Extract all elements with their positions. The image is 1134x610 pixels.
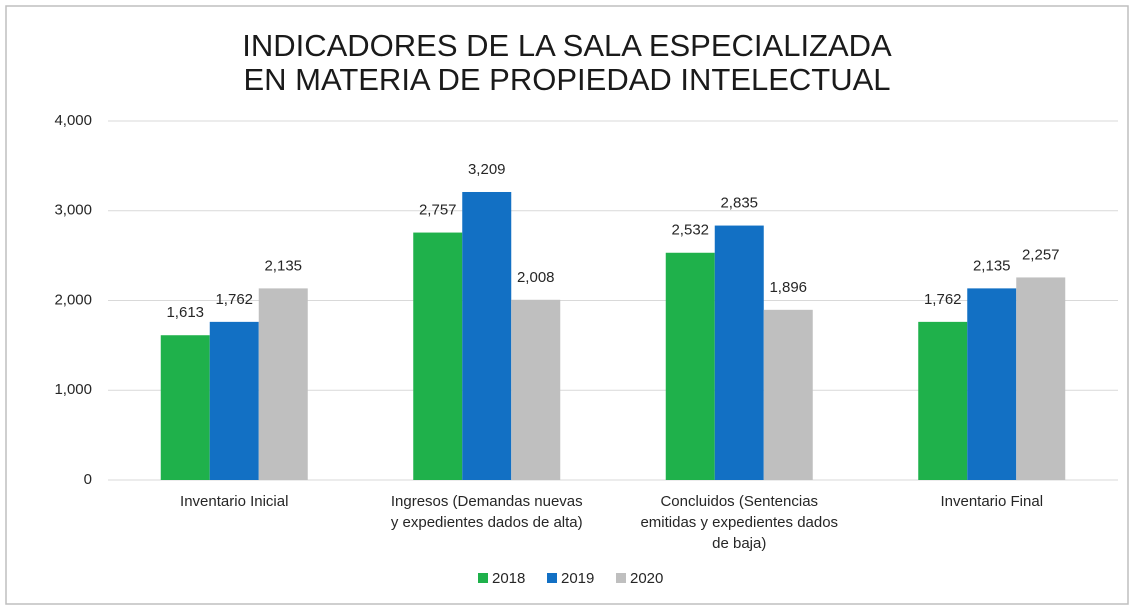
data-label: 1,762 — [924, 291, 962, 308]
y-tick-label: 0 — [84, 471, 92, 488]
x-tick-label: emitidas y expedientes dados — [640, 514, 838, 531]
bar — [918, 321, 968, 480]
bar — [258, 288, 308, 480]
data-label: 1,896 — [769, 279, 807, 296]
bar — [665, 252, 715, 480]
legend-label: 2018 — [492, 570, 525, 587]
data-label: 2,757 — [419, 202, 457, 219]
chart-title: INDICADORES DE LA SALA ESPECIALIZADA — [242, 28, 892, 63]
data-label: 1,613 — [166, 304, 204, 321]
bar — [714, 225, 764, 480]
bar — [462, 191, 512, 480]
data-label: 2,257 — [1022, 246, 1060, 263]
data-label: 2,835 — [720, 195, 758, 212]
x-tick-label: y expedientes dados de alta) — [391, 514, 583, 531]
bar — [763, 309, 813, 480]
x-tick-label: Ingresos (Demandas nuevas — [391, 493, 583, 510]
legend-swatch — [616, 573, 626, 583]
legend-label: 2019 — [561, 570, 594, 587]
bar — [1016, 277, 1066, 480]
legend-swatch — [547, 573, 557, 583]
bar — [160, 335, 210, 480]
data-label: 2,008 — [517, 269, 555, 286]
y-tick-label: 2,000 — [54, 291, 92, 308]
data-label: 3,209 — [468, 161, 506, 178]
bar — [967, 288, 1017, 480]
y-tick-label: 4,000 — [54, 112, 92, 129]
x-tick-label: Concluidos (Sentencias — [660, 493, 818, 510]
x-tick-label: de baja) — [712, 535, 766, 552]
data-label: 2,135 — [973, 257, 1011, 274]
data-label: 2,532 — [671, 222, 709, 239]
legend-swatch — [478, 573, 488, 583]
x-tick-label: Inventario Final — [940, 493, 1043, 510]
chart-frame — [5, 5, 1129, 605]
bar — [413, 232, 463, 480]
data-label: 1,762 — [215, 291, 253, 308]
data-label: 2,135 — [264, 257, 302, 274]
chart-title: EN MATERIA DE PROPIEDAD INTELECTUAL — [243, 62, 890, 97]
bar — [511, 299, 561, 480]
y-tick-label: 1,000 — [54, 381, 92, 398]
legend-label: 2020 — [630, 570, 663, 587]
x-tick-label: Inventario Inicial — [180, 493, 288, 510]
y-tick-label: 3,000 — [54, 202, 92, 219]
bar — [209, 321, 259, 480]
